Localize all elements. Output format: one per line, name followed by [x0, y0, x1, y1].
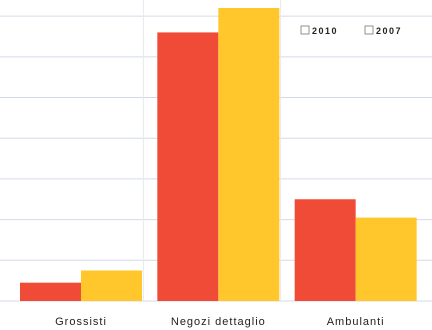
legend-swatch-2010 [300, 25, 310, 35]
bar-2007-1 [218, 8, 280, 301]
bar-2007-0 [81, 270, 142, 301]
legend-label-2007: 2007 [376, 26, 402, 36]
bar-2010-1 [157, 32, 219, 302]
bar-2010-0 [20, 282, 81, 301]
x-axis-tick-labels: Grossisti Negozi dettaglio Ambulanti [55, 316, 385, 328]
legend-swatch-2007 [364, 25, 374, 35]
bar-2010-2 [294, 199, 356, 301]
bar-2007-2 [355, 217, 417, 301]
bars [20, 8, 417, 302]
legend-label-2010: 2010 [312, 26, 338, 36]
x-tick-label-1: Negozi dettaglio [171, 316, 266, 328]
x-tick-label-0: Grossisti [55, 316, 107, 328]
legend: 2010 2007 [300, 25, 402, 36]
category-separators [142, 0, 282, 301]
x-tick-label-2: Ambulanti [327, 316, 385, 328]
